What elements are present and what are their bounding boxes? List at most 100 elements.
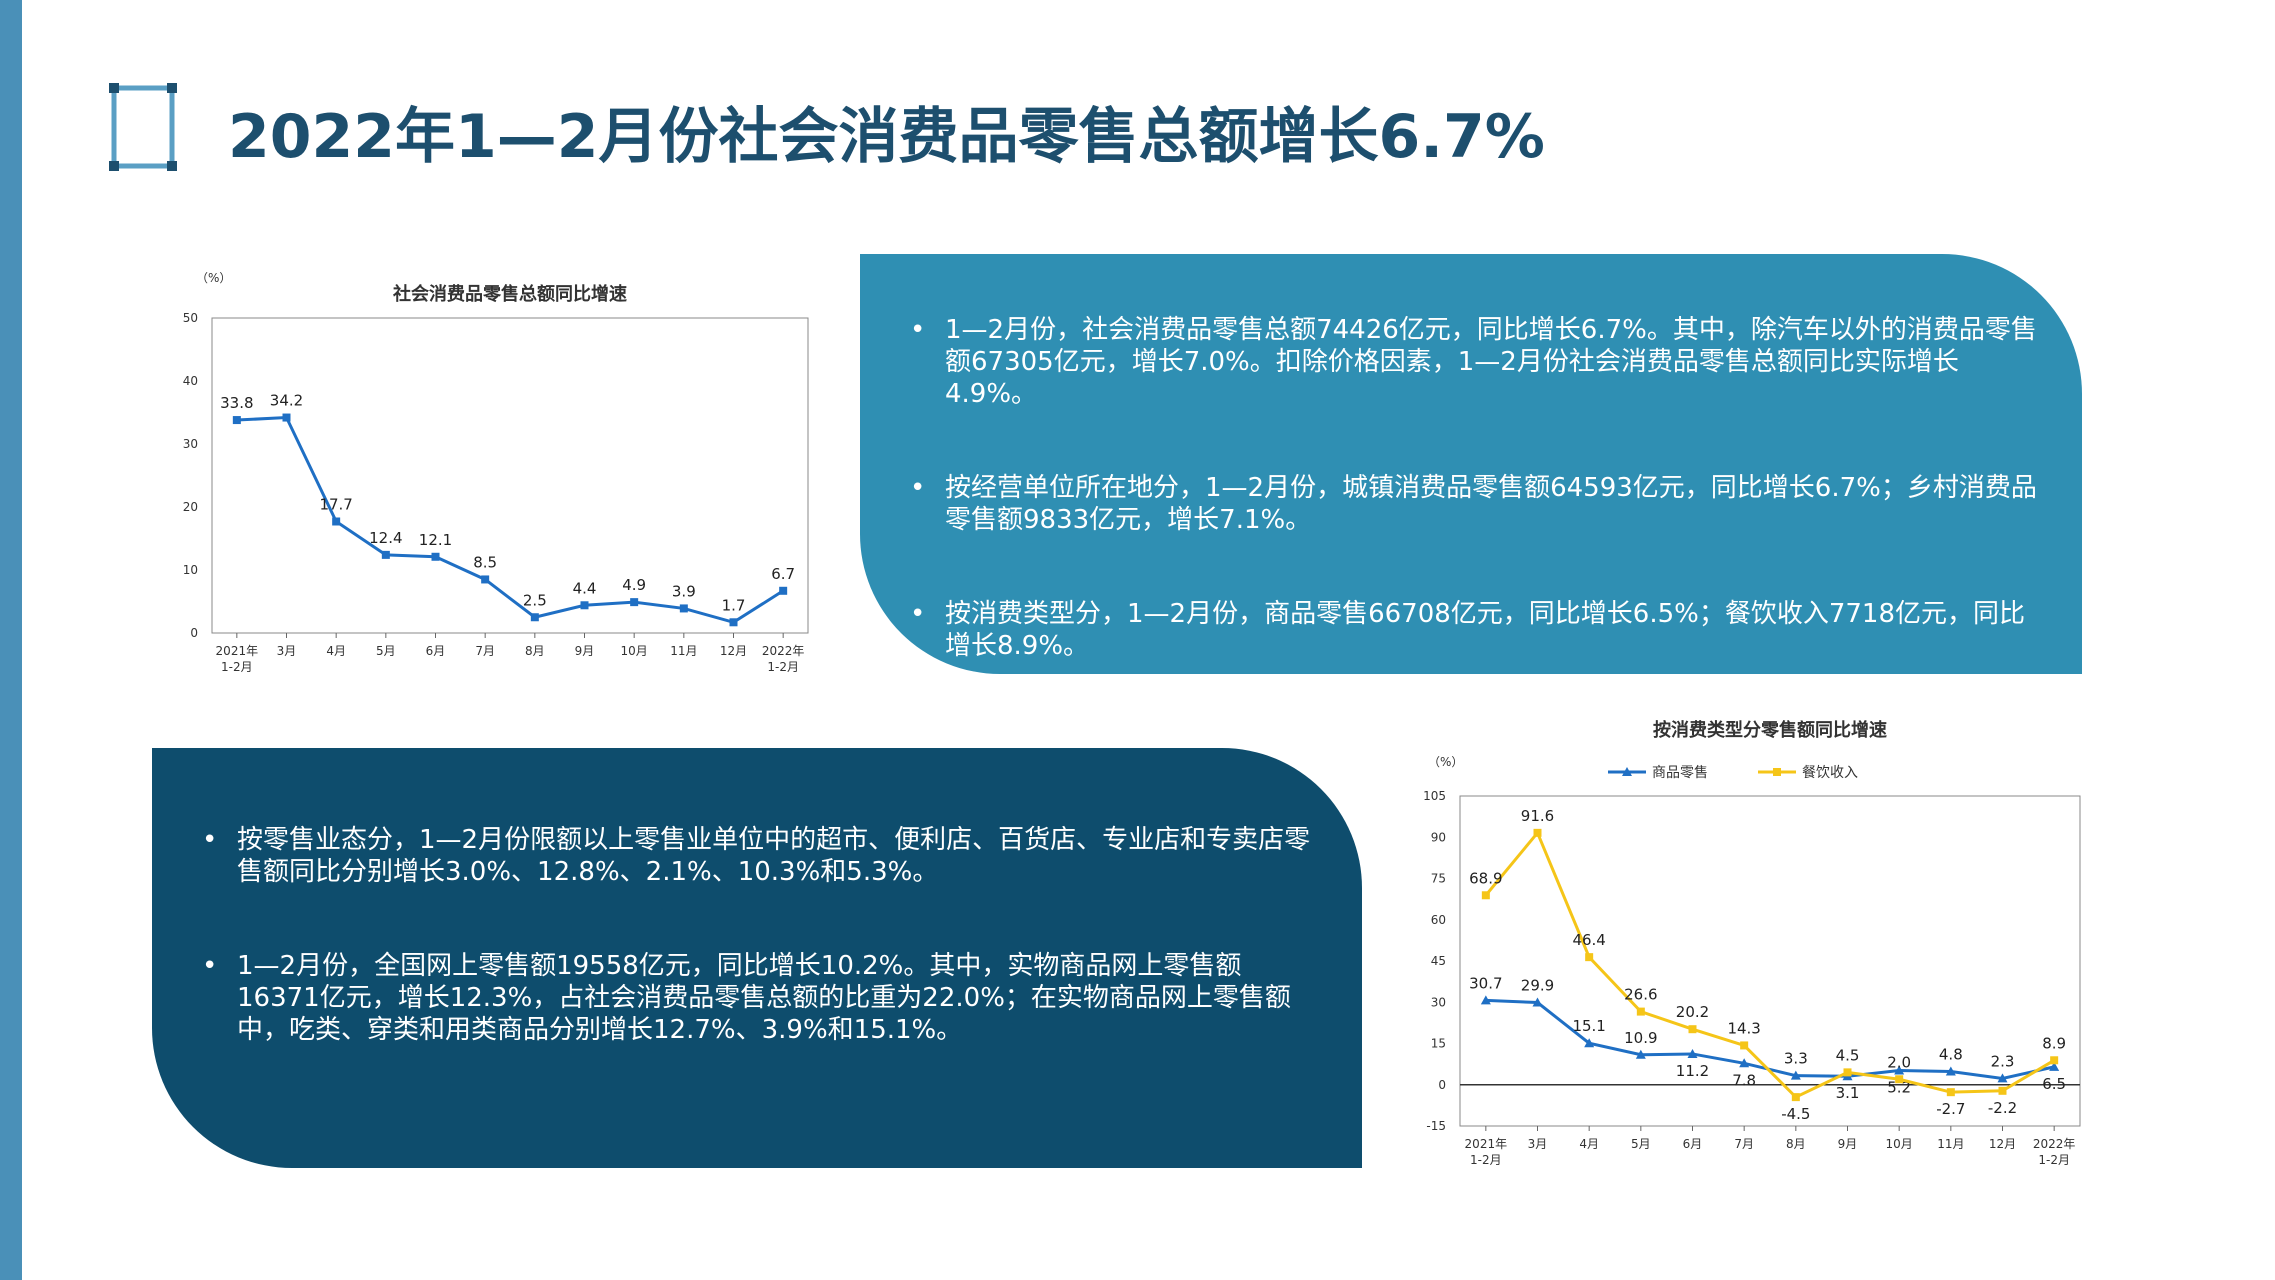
data-label: 7.8	[1732, 1071, 1756, 1089]
data-label: -2.2	[1988, 1099, 2017, 1117]
x-tick-label: 10月	[621, 644, 648, 658]
bullet-text: 按消费类型分，1—2月份，商品零售66708亿元，同比增长6.5%；餐饮收入77…	[945, 599, 2026, 661]
x-tick-label: 12月	[1989, 1137, 2016, 1151]
data-label: 4.5	[1836, 1046, 1860, 1064]
x-tick-label: 1-2月	[1470, 1153, 1502, 1167]
x-tick-label: 10月	[1886, 1137, 1913, 1151]
x-tick-label: 5月	[1631, 1137, 1651, 1151]
y-tick-label: 50	[183, 311, 198, 325]
data-label: 20.2	[1676, 1003, 1709, 1021]
chart-title: 社会消费品零售总额同比增速	[393, 283, 627, 305]
data-point-marker	[1532, 997, 1543, 1007]
x-tick-label: 6月	[426, 644, 446, 658]
x-tick-label: 7月	[475, 644, 495, 658]
data-point-marker	[630, 598, 639, 607]
data-label: 2.3	[1991, 1052, 2015, 1070]
x-tick-label: 4月	[1579, 1137, 1599, 1151]
data-point-marker	[1791, 1093, 1800, 1102]
data-point-marker	[580, 601, 589, 610]
legend-label: 商品零售	[1652, 765, 1708, 781]
data-label: 10.9	[1624, 1029, 1657, 1047]
data-point-marker	[1790, 1070, 1801, 1080]
series-line	[236, 415, 784, 624]
x-tick-label: 9月	[575, 644, 595, 658]
data-point-marker	[779, 586, 788, 595]
x-tick-label: 12月	[720, 644, 747, 658]
plot-area-frame	[211, 317, 809, 634]
data-label: 29.9	[1521, 977, 1554, 995]
data-point-marker	[1635, 1049, 1646, 1059]
data-point-marker	[530, 613, 539, 622]
data-label: 46.4	[1572, 931, 1605, 949]
bullet-icon: •	[910, 599, 926, 629]
data-label: 4.8	[1939, 1046, 1963, 1064]
y-tick-label: 0	[1438, 1078, 1446, 1092]
frame-icon	[109, 83, 177, 171]
y-tick-label: 15	[1431, 1037, 1446, 1051]
x-tick-label: 11月	[670, 644, 697, 658]
series-line	[1485, 998, 2055, 1080]
bullet-icon: •	[910, 473, 926, 503]
side-accent-bar	[0, 0, 22, 1280]
bullet-text: 按经营单位所在地分，1—2月份，城镇消费品零售额64593亿元，同比增长6.7%…	[945, 473, 2037, 535]
plot-area-frame	[1459, 795, 2081, 1127]
data-point-marker	[1843, 1068, 1852, 1077]
data-label: 12.4	[369, 529, 402, 547]
list-item: • 按消费类型分，1—2月份，商品零售66708亿元，同比增长6.5%；餐饮收入7…	[885, 598, 2037, 662]
list-item: • 1—2月份，社会消费品零售总额74426亿元，同比增长6.7%。其中，除汽车以…	[885, 314, 2037, 410]
y-axis-unit-label: （%）	[196, 271, 231, 285]
data-label: 14.3	[1727, 1019, 1760, 1037]
data-point-marker	[282, 413, 291, 422]
page-title: 2022年1—2月份社会消费品零售总额增长6.7%	[228, 102, 1545, 172]
data-point-marker	[1895, 1075, 1904, 1084]
legend-marker	[1622, 767, 1632, 776]
bullet-icon: •	[202, 825, 218, 855]
data-point-marker	[729, 618, 738, 627]
y-tick-label: 10	[183, 563, 198, 577]
x-tick-label: 11月	[1937, 1137, 1964, 1151]
data-point-marker	[1740, 1041, 1749, 1050]
data-label: 3.1	[1836, 1084, 1860, 1102]
x-tick-label: 1-2月	[767, 660, 799, 674]
retail-sales-growth-chart: 社会消费品零售总额同比增速 （%） 0 10 20 30 40 50 2021年 1-2月 3月 4月…	[160, 260, 820, 690]
data-point-marker	[1997, 1073, 2008, 1083]
data-label: -4.5	[1781, 1105, 1810, 1123]
list-item: • 按经营单位所在地分，1—2月份，城镇消费品零售额64593亿元，同比增长6.7…	[885, 472, 2037, 536]
x-tick-label: 7月	[1734, 1137, 1754, 1151]
data-label: 1.7	[722, 596, 746, 614]
y-tick-label: 105	[1423, 789, 1446, 803]
x-tick-label: 3月	[1528, 1137, 1548, 1151]
y-tick-label: 45	[1431, 954, 1446, 968]
data-point-marker	[1481, 891, 1490, 900]
data-point-marker	[679, 604, 688, 613]
bullet-icon: •	[202, 951, 218, 981]
data-label: -2.7	[1936, 1100, 1965, 1118]
data-point-marker	[1584, 1038, 1595, 1048]
data-label: 3.9	[672, 582, 696, 600]
x-tick-label: 1-2月	[2038, 1153, 2070, 1167]
x-tick-label: 6月	[1683, 1137, 1703, 1151]
series-line	[1484, 829, 2055, 1099]
data-label: 8.9	[2042, 1034, 2066, 1052]
data-point-marker	[1998, 1086, 2007, 1095]
y-axis-unit-label: （%）	[1428, 755, 1463, 769]
y-tick-label: 90	[1431, 830, 1446, 844]
data-point-marker	[1687, 1048, 1698, 1058]
data-label: 12.1	[419, 531, 452, 549]
data-point-marker	[431, 552, 440, 561]
data-point-marker	[232, 416, 241, 425]
data-label: 91.6	[1521, 807, 1554, 825]
data-point-marker	[332, 517, 341, 526]
data-label: 4.9	[622, 576, 646, 594]
x-tick-label: 8月	[1786, 1137, 1806, 1151]
data-label: 34.2	[270, 392, 303, 410]
data-point-marker	[2050, 1056, 2059, 1065]
data-label: 33.8	[220, 394, 253, 412]
data-point-marker	[1688, 1025, 1697, 1034]
data-point-marker	[1946, 1088, 1955, 1097]
y-tick-label: 0	[190, 626, 198, 640]
x-tick-label: 9月	[1838, 1137, 1858, 1151]
y-tick-label: 60	[1431, 913, 1446, 927]
data-point-marker	[1533, 828, 1542, 837]
bullet-text: 1—2月份，社会消费品零售总额74426亿元，同比增长6.7%。其中，除汽车以外…	[945, 315, 2037, 409]
